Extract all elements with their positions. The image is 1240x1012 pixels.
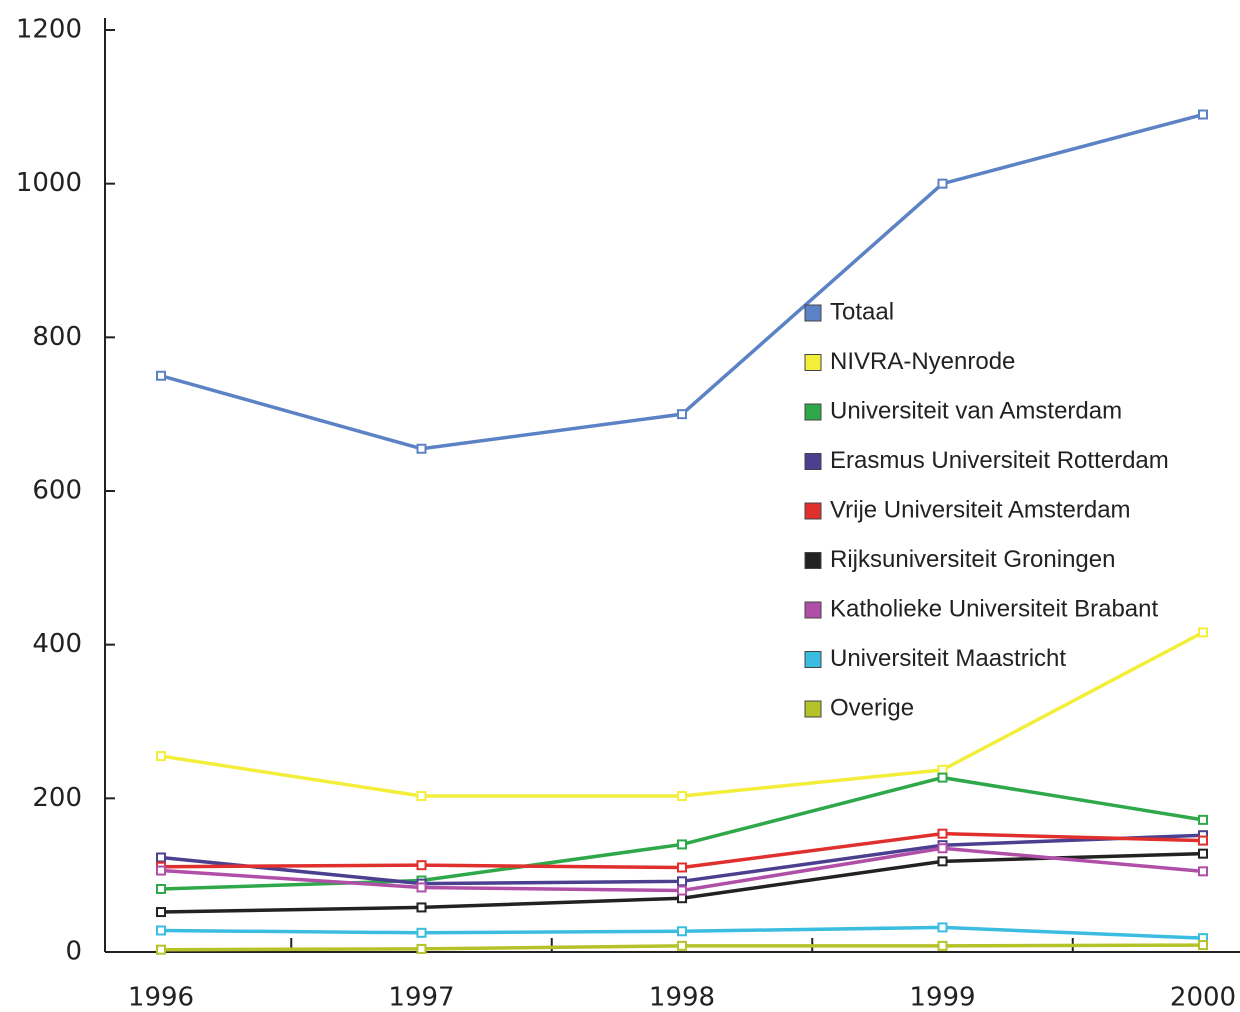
point-marker <box>1198 814 1208 825</box>
point-marker <box>156 751 166 762</box>
point-marker <box>677 409 687 420</box>
legend-label: Totaal <box>830 298 894 325</box>
point-marker <box>416 791 427 802</box>
legend-swatch <box>804 601 822 619</box>
point-marker <box>1198 866 1208 877</box>
legend-label: Vrije Universiteit Amsterdam <box>830 496 1131 523</box>
point-marker <box>677 876 687 887</box>
y-tick-label: 200 <box>32 783 82 813</box>
point-marker <box>156 883 166 894</box>
legend-swatch <box>804 403 822 421</box>
point-marker <box>1198 848 1208 859</box>
legend-swatch <box>804 354 822 371</box>
point-marker <box>677 839 687 850</box>
point-marker <box>937 178 948 189</box>
point-marker <box>416 943 427 954</box>
point-marker <box>416 882 427 893</box>
point-marker <box>1198 109 1208 120</box>
point-marker <box>156 907 166 918</box>
legend-swatch <box>804 304 822 322</box>
point-marker <box>1198 627 1208 638</box>
y-tick-label: 600 <box>32 476 82 506</box>
legend-label: Rijksuniversiteit Groningen <box>830 546 1115 573</box>
point-marker <box>156 944 166 955</box>
legend-swatch <box>804 453 822 470</box>
point-marker <box>677 862 687 873</box>
point-marker <box>937 772 948 783</box>
x-tick-label: 1999 <box>909 983 975 1012</box>
series-line <box>160 831 1204 870</box>
point-marker <box>937 843 948 854</box>
point-marker <box>416 860 427 871</box>
point-marker <box>937 856 948 867</box>
point-marker <box>416 443 427 454</box>
point-marker <box>937 922 948 933</box>
point-marker <box>677 926 687 937</box>
point-marker <box>156 852 166 863</box>
legend-swatch <box>804 700 822 718</box>
y-tick-label: 0 <box>65 937 82 967</box>
point-marker <box>677 940 687 951</box>
x-tick-label: 1998 <box>649 983 715 1012</box>
point-marker <box>1198 835 1208 846</box>
point-marker <box>677 885 687 896</box>
y-tick-label: 800 <box>32 322 82 352</box>
y-tick-label: 1200 <box>16 15 82 45</box>
point-marker <box>677 791 687 802</box>
legend-label: Katholieke Universiteit Brabant <box>830 595 1159 622</box>
legend-label: Erasmus Universiteit Rotterdam <box>830 447 1169 474</box>
point-marker <box>937 940 948 951</box>
point-marker <box>156 370 166 381</box>
x-tick-label: 1996 <box>128 983 194 1012</box>
legend-label: Universiteit Maastricht <box>830 645 1066 672</box>
point-marker <box>416 902 427 913</box>
x-tick-label: 2000 <box>1170 983 1236 1012</box>
y-tick-label: 400 <box>32 629 82 659</box>
legend-swatch <box>804 502 822 520</box>
point-marker <box>937 828 948 839</box>
legend-label: Overige <box>830 694 914 721</box>
legend-swatch <box>804 651 822 668</box>
y-tick-label: 1000 <box>16 168 82 198</box>
point-marker <box>1198 940 1208 951</box>
point-marker <box>156 925 166 936</box>
legend-label: NIVRA-Nyenrode <box>830 348 1015 375</box>
point-marker <box>416 927 427 938</box>
legend-swatch <box>804 552 822 569</box>
x-tick-label: 1997 <box>388 983 454 1012</box>
legend-label: Universiteit van Amsterdam <box>830 397 1122 424</box>
point-marker <box>156 865 166 876</box>
